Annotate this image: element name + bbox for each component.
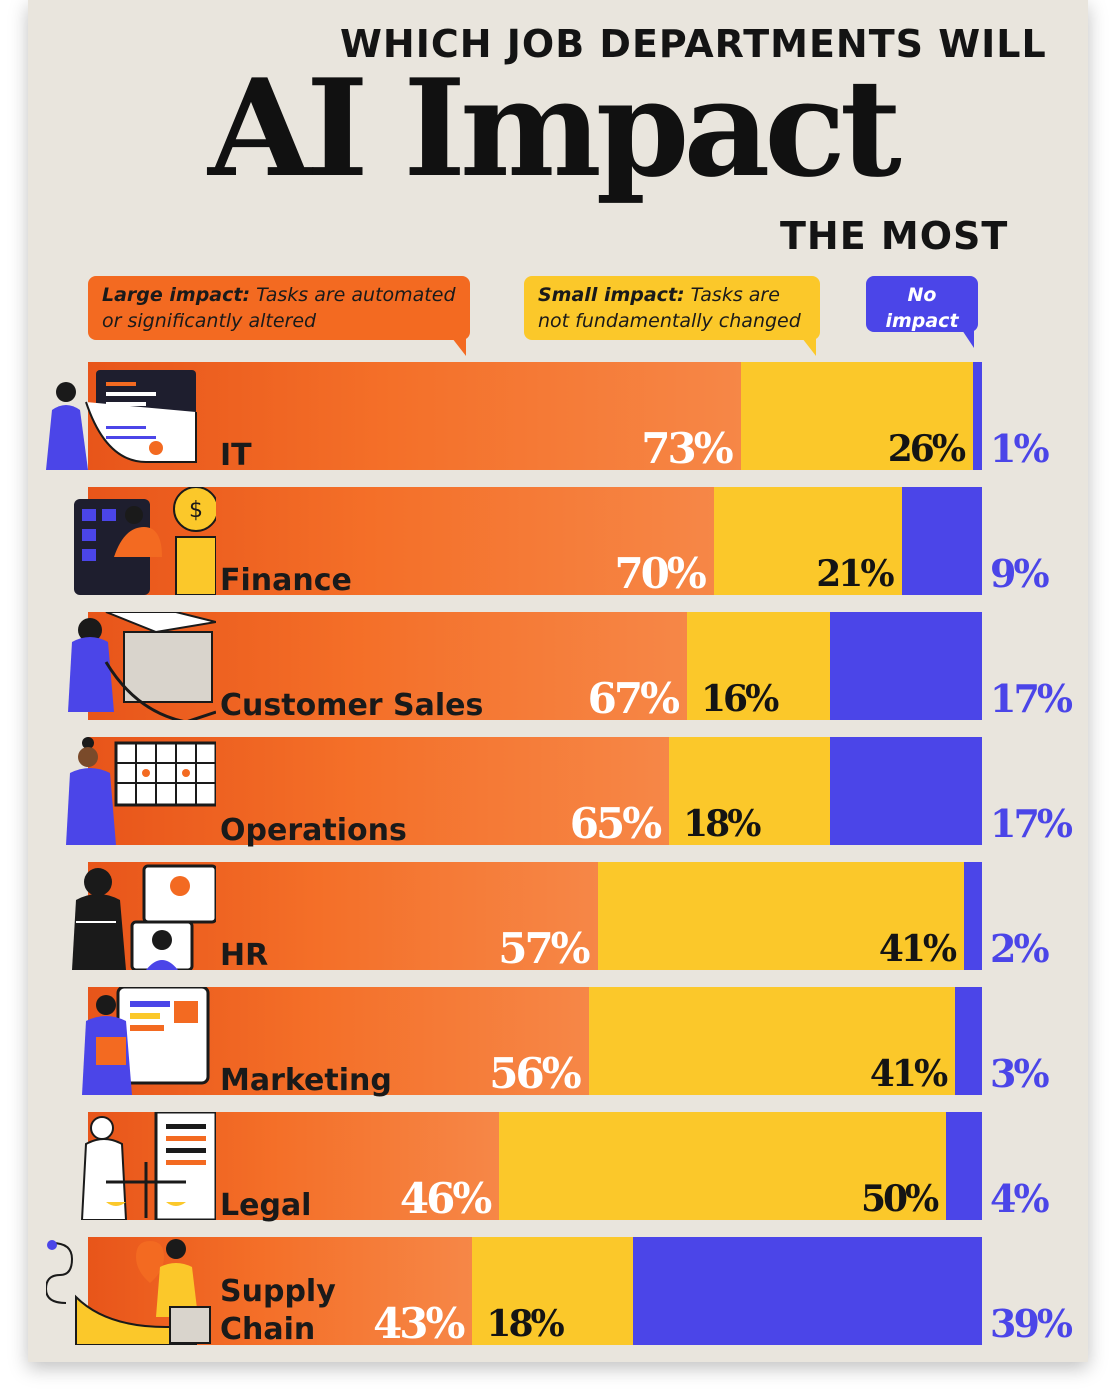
category-label: IT — [220, 438, 252, 473]
bar-segment-none — [830, 612, 982, 720]
bar-row: Legal 46% 50% 4% — [80, 1110, 1050, 1223]
bar-row: IT 73% 26% 1% — [46, 362, 1050, 473]
bar-segment-small — [499, 1112, 947, 1220]
legend-large-text: Tasks are automated or significantly alt… — [102, 284, 456, 332]
data-label-large: 57% — [498, 924, 590, 973]
bar-segment-none — [633, 1237, 982, 1345]
data-label-small: 26% — [887, 428, 966, 470]
bar-segment-small — [713, 487, 902, 595]
data-label-large: 67% — [587, 674, 680, 723]
category-label: Customer Sales — [220, 688, 484, 723]
data-label-small: 41% — [869, 1053, 948, 1095]
bar-segment-none — [946, 1112, 982, 1220]
video-call-icon — [46, 862, 218, 972]
legend-small-bold: Small impact: — [538, 284, 685, 306]
category-label: HR — [220, 938, 269, 973]
marketing-board-icon — [46, 985, 216, 1095]
data-label-large: 56% — [489, 1049, 581, 1098]
data-label-none: 17% — [990, 676, 1073, 721]
category-label: Legal — [220, 1188, 312, 1223]
delivery-map-icon — [44, 1237, 216, 1346]
title-line-3: THE MOST — [780, 214, 1009, 258]
legal-scales-icon — [46, 1110, 218, 1222]
calendar-planning-icon — [46, 737, 218, 845]
legend-small-impact: Small impact: Tasks are not fundamentall… — [524, 276, 820, 340]
bar-row: Customer Sales 67% 16% 17% — [68, 611, 1073, 724]
legend-large-impact: Large impact: Tasks are automated or sig… — [88, 276, 470, 340]
title-line-1: WHICH JOB DEPARTMENTS WILL — [340, 22, 1047, 66]
bar-segment-none — [901, 487, 982, 595]
data-label-none: 3% — [990, 1051, 1050, 1096]
bar-row: $ Finance 70% 21% 9% — [74, 486, 1050, 598]
legend-large-bold: Large impact: — [102, 284, 251, 306]
data-label-small: 16% — [700, 678, 779, 720]
category-label: Operations — [220, 813, 407, 848]
legend-none-tail — [962, 330, 974, 348]
data-label-large: 46% — [399, 1174, 492, 1223]
infographic-card: WHICH JOB DEPARTMENTS WILL AI Impact THE… — [28, 0, 1088, 1362]
bar-segment-none — [830, 737, 982, 845]
data-label-none: 39% — [990, 1301, 1073, 1346]
bar-segment-none — [955, 987, 982, 1095]
data-label-small: 21% — [816, 553, 894, 595]
legend-none-bold: No impact — [885, 284, 959, 332]
bar-row: Marketing 56% 41% 3% — [82, 985, 1050, 1098]
coin-calculator-icon: $ — [46, 486, 219, 596]
data-label-small: 18% — [486, 1303, 564, 1345]
category-label: Finance — [220, 563, 352, 598]
bar-row: Supply Chain 43% 18% 39% — [44, 1237, 1073, 1348]
data-label-none: 2% — [990, 926, 1050, 971]
data-label-small: 18% — [683, 803, 761, 845]
data-label-large: 65% — [569, 799, 662, 848]
data-label-none: 17% — [990, 801, 1073, 846]
legend-no-impact: No impact — [866, 276, 978, 332]
developer-screen-icon — [46, 362, 216, 470]
data-label-small: 41% — [878, 928, 957, 970]
category-label: Marketing — [220, 1063, 392, 1098]
title-main: AI Impact — [208, 49, 902, 207]
data-label-large: 43% — [373, 1299, 465, 1348]
data-label-large: 70% — [614, 549, 706, 598]
data-label-small: 50% — [860, 1178, 939, 1220]
legend-small-tail — [802, 338, 816, 356]
bar-segment-small — [597, 862, 965, 970]
bar-segment-small — [686, 612, 830, 720]
data-label-none: 9% — [990, 551, 1050, 596]
svg-text:$: $ — [189, 498, 203, 523]
bar-segment-none — [964, 862, 982, 970]
data-label-none: 1% — [990, 426, 1050, 471]
bar-segment-small — [472, 1237, 634, 1345]
sales-package-icon — [46, 611, 217, 724]
bar-row: Operations 65% 18% 17% — [66, 737, 1073, 848]
bar-segment-small — [669, 737, 830, 845]
bar-segment-small — [588, 987, 956, 1095]
legend-large-tail — [452, 338, 466, 356]
bar-segment-none — [973, 362, 982, 470]
bar-segment-small — [740, 362, 974, 470]
data-label-none: 4% — [990, 1176, 1050, 1221]
category-label: Supply Chain — [220, 1274, 336, 1347]
data-label-large: 73% — [641, 424, 733, 473]
legend-small-text: Tasks are not fundamentally changed — [538, 284, 801, 332]
bar-row: HR 57% 41% 2% — [72, 862, 1050, 973]
